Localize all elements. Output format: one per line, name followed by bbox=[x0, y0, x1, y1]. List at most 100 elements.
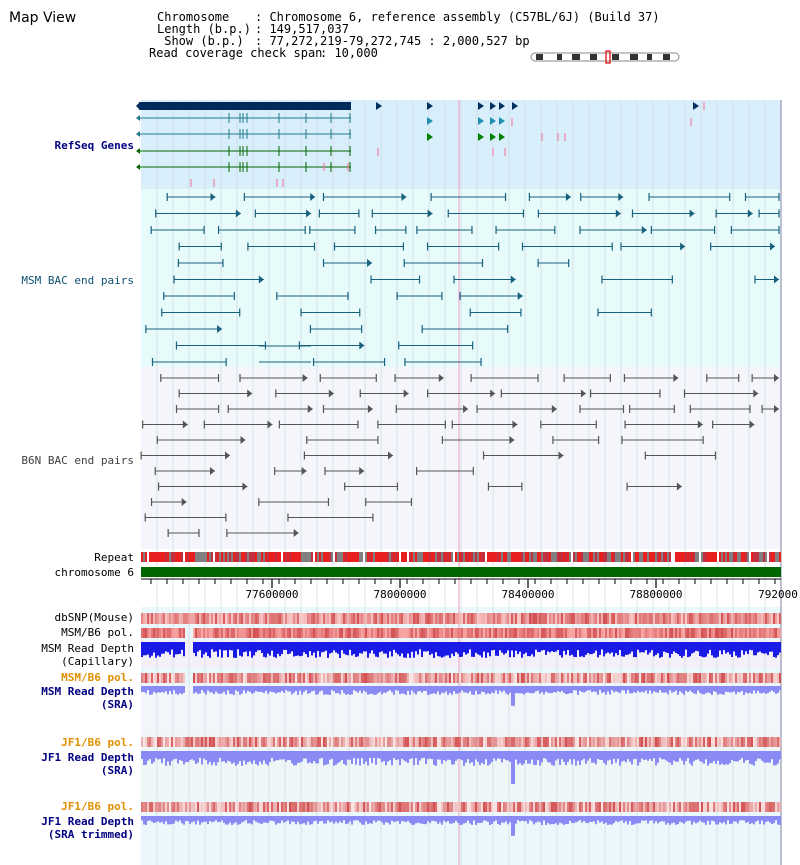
msm-sra-depth bbox=[473, 686, 475, 695]
dbsnp-heat bbox=[255, 613, 257, 624]
msm-cap-depth bbox=[505, 642, 507, 654]
msm-cap-depth bbox=[765, 642, 767, 654]
msm-cap-depth bbox=[735, 642, 737, 656]
jf1-pol2-heat bbox=[711, 802, 713, 812]
jf1-trim-depth bbox=[751, 816, 753, 824]
msm-pol2-heat bbox=[595, 673, 597, 683]
jf1-sra-depth bbox=[467, 751, 469, 760]
msm-cap-depth bbox=[261, 642, 263, 653]
msm-pol-heat bbox=[613, 628, 615, 638]
msm-pol-heat bbox=[671, 628, 673, 638]
repeat-block bbox=[701, 552, 703, 562]
jf1-sra-depth bbox=[285, 751, 287, 762]
jf1-sra-depth bbox=[553, 751, 555, 766]
msm-sra-depth bbox=[729, 686, 731, 693]
msm-pol-heat bbox=[249, 628, 251, 638]
jf1-pol2-heat bbox=[283, 802, 285, 812]
msm-sra-depth bbox=[343, 686, 345, 694]
msm-sra-depth bbox=[593, 686, 595, 692]
jf1-sra-depth bbox=[161, 751, 163, 764]
jf1-sra-depth bbox=[529, 751, 531, 764]
jf1-trim-depth bbox=[473, 816, 475, 821]
jf1-pol-heat bbox=[483, 737, 485, 747]
jf1-sra-depth bbox=[347, 751, 349, 760]
msm-cap-depth bbox=[513, 642, 515, 658]
msm-pol-heat bbox=[397, 628, 399, 638]
jf1-pol-heat bbox=[175, 737, 177, 747]
jf1-sra-depth bbox=[743, 751, 745, 763]
jf1-pol2-heat bbox=[769, 802, 771, 812]
msm-pol-heat bbox=[637, 628, 639, 638]
msm-pol-heat bbox=[569, 628, 571, 638]
msm-pol2-heat bbox=[647, 673, 649, 683]
msm-pol-heat bbox=[651, 628, 653, 638]
jf1-trim-depth bbox=[601, 816, 603, 822]
msm-pol-heat bbox=[271, 628, 273, 638]
repeat-block bbox=[169, 552, 171, 562]
jf1-sra-depth bbox=[279, 751, 281, 760]
jf1-pol2-heat bbox=[509, 802, 511, 812]
msm-pol2-heat bbox=[403, 673, 405, 683]
msm-sra-depth bbox=[657, 686, 659, 693]
jf1-trim-depth bbox=[539, 816, 541, 823]
jf1-trim-depth bbox=[245, 816, 247, 821]
jf1-sra-depth bbox=[219, 751, 221, 758]
repeat-block bbox=[371, 552, 373, 562]
jf1-sra-depth bbox=[323, 751, 325, 766]
jf1-pol2-heat bbox=[211, 802, 213, 812]
repeat-block bbox=[501, 552, 503, 562]
jf1-sra-depth bbox=[641, 751, 643, 759]
jf1-pol2-heat bbox=[141, 802, 143, 812]
jf1-pol-heat bbox=[485, 737, 487, 747]
msm-cap-depth bbox=[369, 642, 371, 654]
jf1-pol2-heat bbox=[709, 802, 711, 812]
chromosome-ideogram-icon[interactable] bbox=[530, 50, 680, 64]
msm-pol2-heat bbox=[319, 673, 321, 683]
jf1-sra-depth bbox=[367, 751, 369, 766]
jf1-sra-depth bbox=[349, 751, 351, 760]
jf1-trim-depth bbox=[357, 816, 359, 821]
jf1-pol-heat bbox=[599, 737, 601, 747]
msm-pol-heat bbox=[689, 628, 691, 638]
dbsnp-heat bbox=[397, 613, 399, 624]
jf1-trim-depth bbox=[541, 816, 543, 825]
msm-cap-depth bbox=[405, 642, 407, 658]
jf1-pol-heat bbox=[633, 737, 635, 747]
jf1-sra-depth bbox=[681, 751, 683, 761]
repeat-block bbox=[629, 552, 631, 562]
jf1-pol2-heat bbox=[295, 802, 297, 812]
jf1-trim-depth bbox=[339, 816, 341, 822]
jf1-sra-depth bbox=[391, 751, 393, 766]
jf1-trim-depth bbox=[351, 816, 353, 825]
jf1-trim-depth bbox=[495, 816, 497, 821]
jf1-pol2-heat bbox=[743, 802, 745, 812]
jf1-pol2-heat bbox=[251, 802, 253, 812]
jf1-pol2-heat bbox=[465, 802, 467, 812]
dbsnp-heat bbox=[267, 613, 269, 624]
dbsnp-heat bbox=[233, 613, 235, 624]
refseq-gene-arrow bbox=[490, 117, 496, 125]
jf1-pol2-heat bbox=[199, 802, 201, 812]
jf1-pol-heat bbox=[407, 737, 409, 747]
jf1-sra-depth bbox=[763, 751, 765, 763]
track-label-msm-depth-sra-sub: (SRA) bbox=[101, 698, 134, 711]
jf1-pol2-heat bbox=[387, 802, 389, 812]
dbsnp-heat bbox=[403, 613, 405, 624]
info-chromosome-value: Chromosome 6, reference assembly (C57BL/… bbox=[269, 10, 660, 24]
repeat-block bbox=[679, 552, 681, 562]
jf1-pol2-heat bbox=[665, 802, 667, 812]
jf1-pol2-heat bbox=[291, 802, 293, 812]
jf1-trim-depth bbox=[303, 816, 305, 824]
repeat-block bbox=[277, 552, 279, 562]
feature-layer[interactable] bbox=[136, 102, 781, 836]
msm-pol-heat bbox=[175, 628, 177, 638]
msm-cap-depth bbox=[463, 642, 465, 653]
jf1-pol-heat bbox=[389, 737, 391, 747]
msm-sra-depth bbox=[339, 686, 341, 695]
repeat-block bbox=[449, 552, 451, 562]
msm-pol2-heat bbox=[293, 673, 295, 683]
axis-label-2: 78000000 bbox=[374, 588, 427, 601]
msm-pol-heat bbox=[437, 628, 439, 638]
msm-pol-heat bbox=[225, 628, 227, 638]
